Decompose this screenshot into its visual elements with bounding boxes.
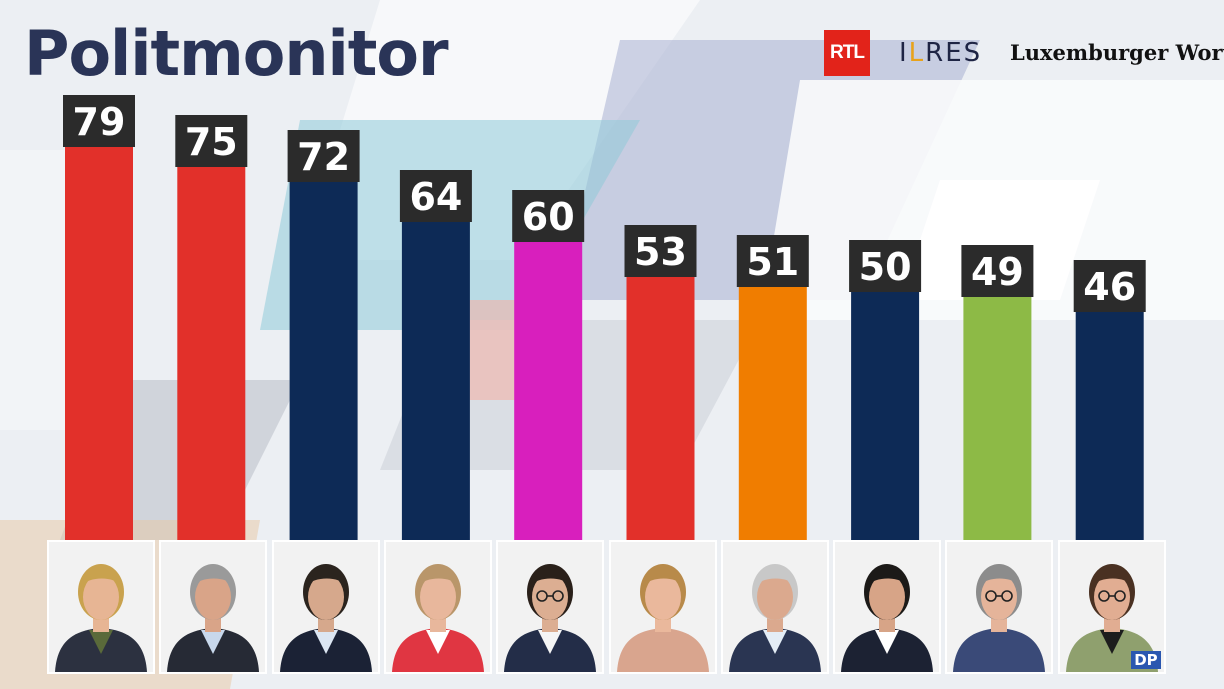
bar-7 (738, 285, 807, 540)
bar-label-box-9 (961, 245, 1034, 297)
bar-label-box-7 (736, 235, 809, 287)
bar-label-box-4 (399, 170, 472, 222)
bar-8 (851, 290, 920, 540)
politician-photo-6 (608, 540, 717, 674)
ilres-logo-accent: L (908, 38, 926, 68)
bar-9 (963, 295, 1032, 540)
bar-2 (177, 165, 246, 540)
bar-1 (65, 145, 133, 540)
page-title: Politmonitor (24, 17, 449, 90)
ilres-logo: ILRES (899, 36, 982, 70)
bar-3 (289, 180, 358, 540)
politician-photo-9 (945, 540, 1054, 674)
politician-photo-8 (833, 540, 942, 674)
bar-6 (626, 275, 695, 540)
bar-label-box-8 (849, 240, 922, 292)
bar-label-box-5 (512, 190, 585, 242)
politician-photo-2 (159, 540, 268, 674)
bar-value-label-8: 50 (859, 245, 912, 289)
bar-5 (514, 240, 583, 540)
politician-photo-7 (720, 540, 829, 674)
bar-value-label-9: 49 (971, 250, 1024, 294)
bar-value-label-3: 72 (297, 135, 350, 179)
politician-photo-10: DP (1057, 540, 1166, 674)
bar-4 (401, 220, 470, 540)
bar-label-box-3 (287, 130, 360, 182)
bar-label-box-10 (1073, 260, 1146, 312)
ilres-logo-prefix: I (899, 38, 909, 68)
bar-label-box-2 (175, 115, 248, 167)
bar-value-label-5: 60 (522, 195, 575, 239)
bar-value-label-1: 79 (73, 100, 126, 144)
bar-label-box-1 (63, 95, 135, 147)
bar-value-label-7: 51 (746, 240, 799, 284)
bar-10 (1075, 310, 1144, 540)
bar-value-label-4: 64 (409, 175, 462, 219)
politician-photo-3 (271, 540, 380, 674)
politician-photo-1 (47, 540, 155, 674)
ilres-logo-suffix: RES (925, 38, 983, 68)
politician-photo-4 (383, 540, 492, 674)
bar-value-label-10: 46 (1083, 265, 1136, 309)
bar-label-box-6 (624, 225, 697, 277)
luxemburger-wort-logo: Luxemburger Wort (1010, 40, 1224, 65)
bar-value-label-2: 75 (185, 120, 238, 164)
rtl-logo: RTL (824, 30, 870, 76)
bar-value-label-6: 53 (634, 230, 687, 274)
politician-photo-5 (496, 540, 605, 674)
dp-watermark: DP (1131, 651, 1161, 669)
